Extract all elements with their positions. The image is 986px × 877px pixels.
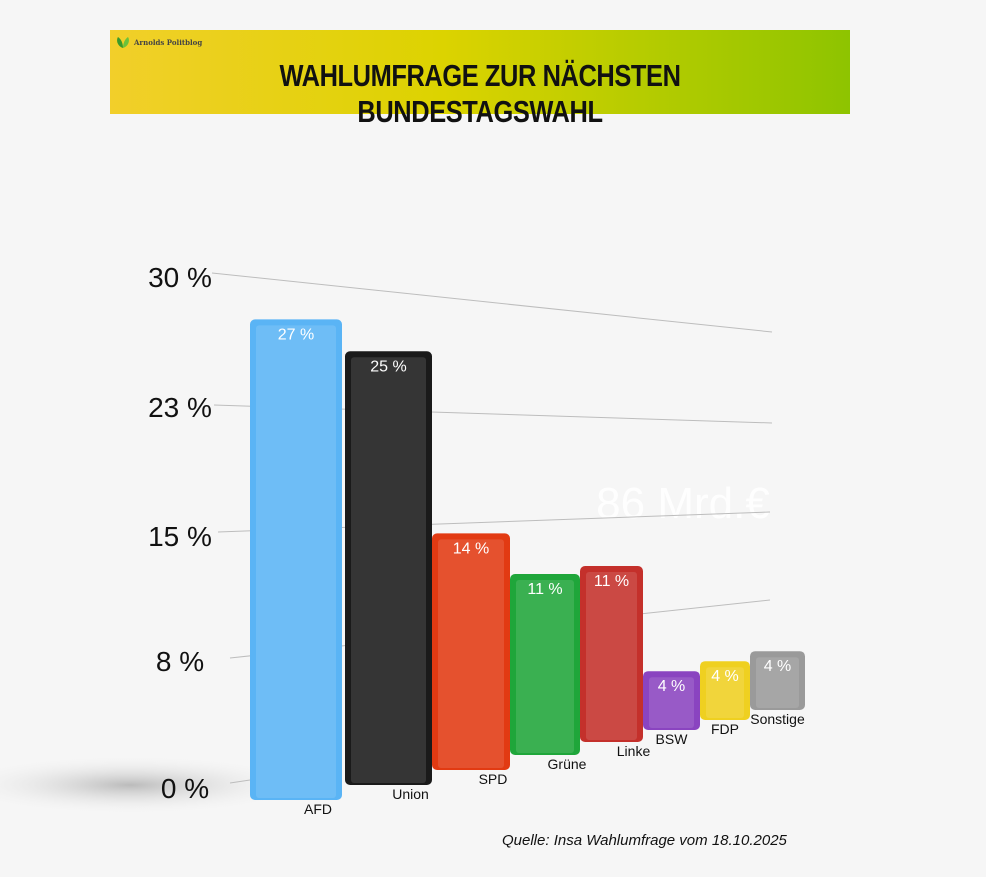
bar: [700, 661, 750, 720]
data-label: 4 %: [764, 658, 792, 675]
gridline: [211, 272, 773, 333]
y-tick-label: 23 %: [148, 392, 212, 423]
bar: [345, 351, 432, 785]
y-tick-label: 15 %: [148, 521, 212, 552]
page-title: WAHLUMFRAGE ZUR NÄCHSTEN BUNDESTAGSWAHL: [279, 58, 681, 129]
bar-highlight: [438, 539, 504, 768]
bar-spd: 14 % SPD: [432, 533, 510, 787]
category-label: BSW: [656, 731, 689, 747]
bar-highlight: [756, 657, 799, 708]
logo: Arnolds Politblog: [116, 36, 202, 48]
bar: [510, 574, 580, 755]
watermark: 86 Mrd.€: [596, 479, 770, 528]
bar-highlight: [649, 677, 694, 728]
data-label: 11 %: [594, 573, 629, 590]
floor-shadow: [0, 755, 310, 815]
bar-highlight: [516, 580, 574, 753]
data-label: 11 %: [527, 581, 562, 598]
bar-sonstige: 4 % Sonstige: [750, 651, 805, 727]
bar: [643, 671, 700, 730]
category-label: Sonstige: [750, 711, 805, 727]
category-label: Union: [392, 786, 429, 802]
category-label: Grüne: [548, 756, 587, 772]
bar: [432, 533, 510, 770]
bar-fdp: 4 % FDP: [700, 661, 750, 737]
category-label: SPD: [479, 771, 508, 787]
data-label: 25 %: [370, 358, 406, 375]
bar-afd: 27 % AFD: [250, 319, 342, 817]
bar: [750, 651, 805, 710]
data-label: 4 %: [658, 678, 686, 695]
data-label: 27 %: [278, 326, 314, 343]
category-label: Linke: [617, 743, 651, 759]
data-label: 14 %: [453, 540, 489, 557]
data-label: 4 %: [711, 668, 739, 685]
y-tick-label: 8 %: [156, 646, 204, 677]
y-tick-label: 0 %: [161, 773, 209, 804]
source-note: Quelle: Insa Wahlumfrage vom 18.10.2025: [502, 832, 787, 849]
bar: [580, 566, 643, 742]
category-label: AFD: [304, 801, 332, 817]
bar-bsw: 4 % BSW: [643, 671, 700, 747]
bar-union: 25 % Union: [345, 351, 432, 802]
bar: [250, 319, 342, 800]
category-label: FDP: [711, 721, 739, 737]
y-tick-label: 30 %: [148, 262, 212, 293]
bar-linke: 11 % Linke: [580, 566, 650, 759]
leaf-icon: [117, 37, 129, 48]
bar-grüne: 11 % Grüne: [510, 574, 587, 772]
bar-highlight: [586, 572, 637, 740]
logo-text: Arnolds Politblog: [134, 37, 203, 47]
bar-highlight: [351, 357, 426, 783]
gridline: [229, 779, 251, 784]
bar-highlight: [706, 667, 744, 718]
title-banner: Arnolds Politblog WAHLUMFRAGE ZUR NÄCHST…: [110, 30, 850, 129]
bar-highlight: [256, 325, 336, 798]
